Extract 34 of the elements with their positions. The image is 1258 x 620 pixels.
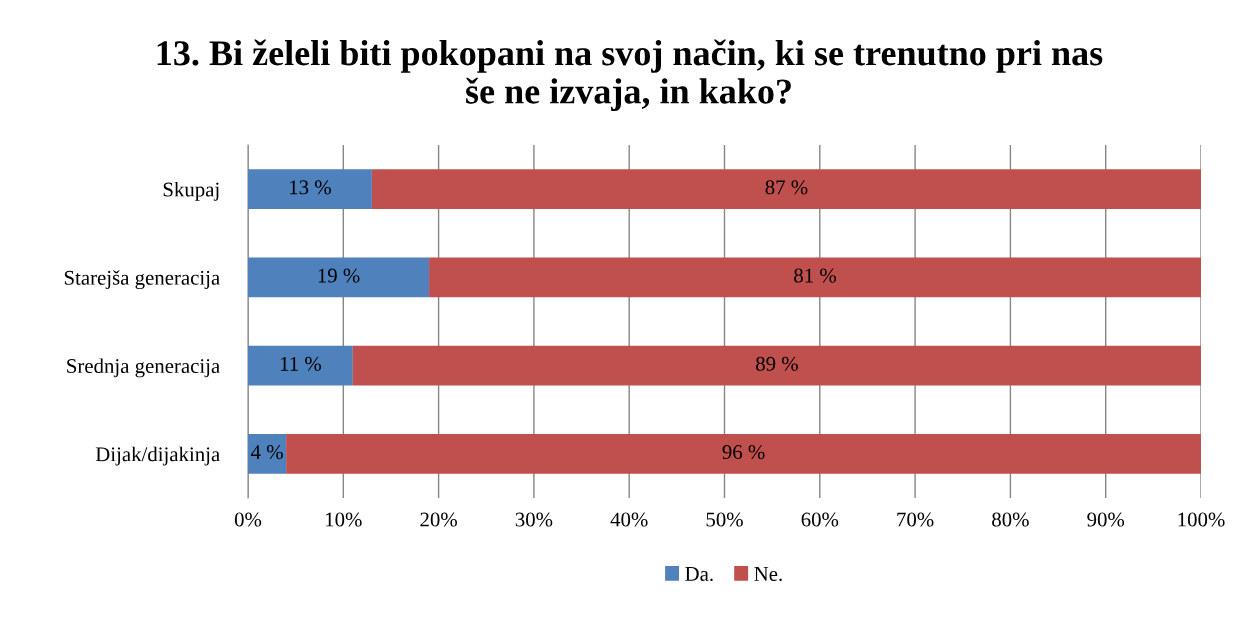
x-tick-label: 60% xyxy=(801,512,839,527)
legend-label: Da. xyxy=(685,567,713,582)
data-label: 96 % xyxy=(722,445,765,460)
bar xyxy=(286,434,1201,474)
data-label: 81 % xyxy=(794,268,837,283)
data-label: 89 % xyxy=(756,356,798,371)
data-label: 87 % xyxy=(765,180,808,195)
x-tick-label: 70% xyxy=(897,512,934,527)
bar xyxy=(352,345,1201,386)
data-label: 4 % xyxy=(250,445,283,460)
x-tick-label: 100% xyxy=(1178,512,1225,527)
bar xyxy=(429,257,1201,298)
x-tick-label: 40% xyxy=(610,512,648,527)
x-tick-label: 80% xyxy=(992,512,1029,527)
bar xyxy=(248,345,353,386)
x-tick-label: 20% xyxy=(420,512,457,527)
legend-label: Ne. xyxy=(754,567,782,582)
data-label: 13 % xyxy=(290,180,331,195)
bar xyxy=(248,257,430,298)
bar xyxy=(248,434,287,474)
chart-title: 13. Bi želeli biti pokopani na svoj način, ki se trenutno pri nas še ne izvaja, in kako? xyxy=(157,39,1103,112)
y-tick-label: Dijak/dijakinja xyxy=(95,446,220,466)
x-tick-label: 90% xyxy=(1087,512,1125,527)
y-tick-label: Srednja generacija xyxy=(67,358,220,378)
y-tick-label: Starejša generacija xyxy=(64,270,220,290)
bar xyxy=(371,169,1201,209)
x-tick-label: 10% xyxy=(326,512,362,527)
bar xyxy=(248,169,372,209)
x-tick-label: 50% xyxy=(706,512,743,527)
data-label: 11 % xyxy=(280,356,322,371)
y-tick-label: Skupaj xyxy=(163,181,219,201)
data-label: 19 % xyxy=(318,268,360,283)
x-tick-label: 30% xyxy=(515,512,553,527)
x-tick-label: 0% xyxy=(234,512,262,527)
